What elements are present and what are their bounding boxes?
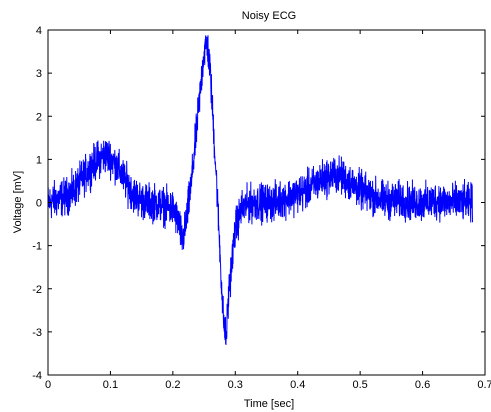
y-tick-label: -1: [32, 241, 42, 253]
y-tick-label: -3: [32, 327, 42, 339]
x-tick-label: 0.3: [228, 379, 243, 391]
y-tick-label: 1: [36, 154, 42, 166]
x-tick-label: 0.2: [165, 379, 180, 391]
x-tick-label: 0: [45, 379, 51, 391]
x-tick-label: 0.7: [477, 379, 491, 391]
ecg-signal-line: [48, 35, 474, 345]
y-axis-label: Voltage [mV]: [12, 171, 24, 233]
y-tick-label: 0: [36, 198, 42, 210]
y-tick-label: -2: [32, 284, 42, 296]
y-ticks: -4 -3 -2 -1 0 1 2 3 4: [32, 25, 485, 382]
x-axis-label: Time [sec]: [244, 398, 294, 410]
x-tick-label: 0.5: [352, 379, 367, 391]
y-tick-label: -4: [32, 370, 42, 382]
x-tick-label: 0.6: [415, 379, 430, 391]
y-tick-label: 4: [36, 25, 42, 37]
x-ticks: 0 0.1 0.2 0.3 0.4 0.5 0.6 0.7: [45, 30, 491, 391]
y-tick-label: 3: [36, 68, 42, 80]
x-tick-label: 0.4: [290, 379, 305, 391]
y-tick-label: 2: [36, 111, 42, 123]
x-tick-label: 0.1: [103, 379, 118, 391]
chart-title: Noisy ECG: [242, 10, 296, 22]
plot-area: [47, 29, 486, 376]
